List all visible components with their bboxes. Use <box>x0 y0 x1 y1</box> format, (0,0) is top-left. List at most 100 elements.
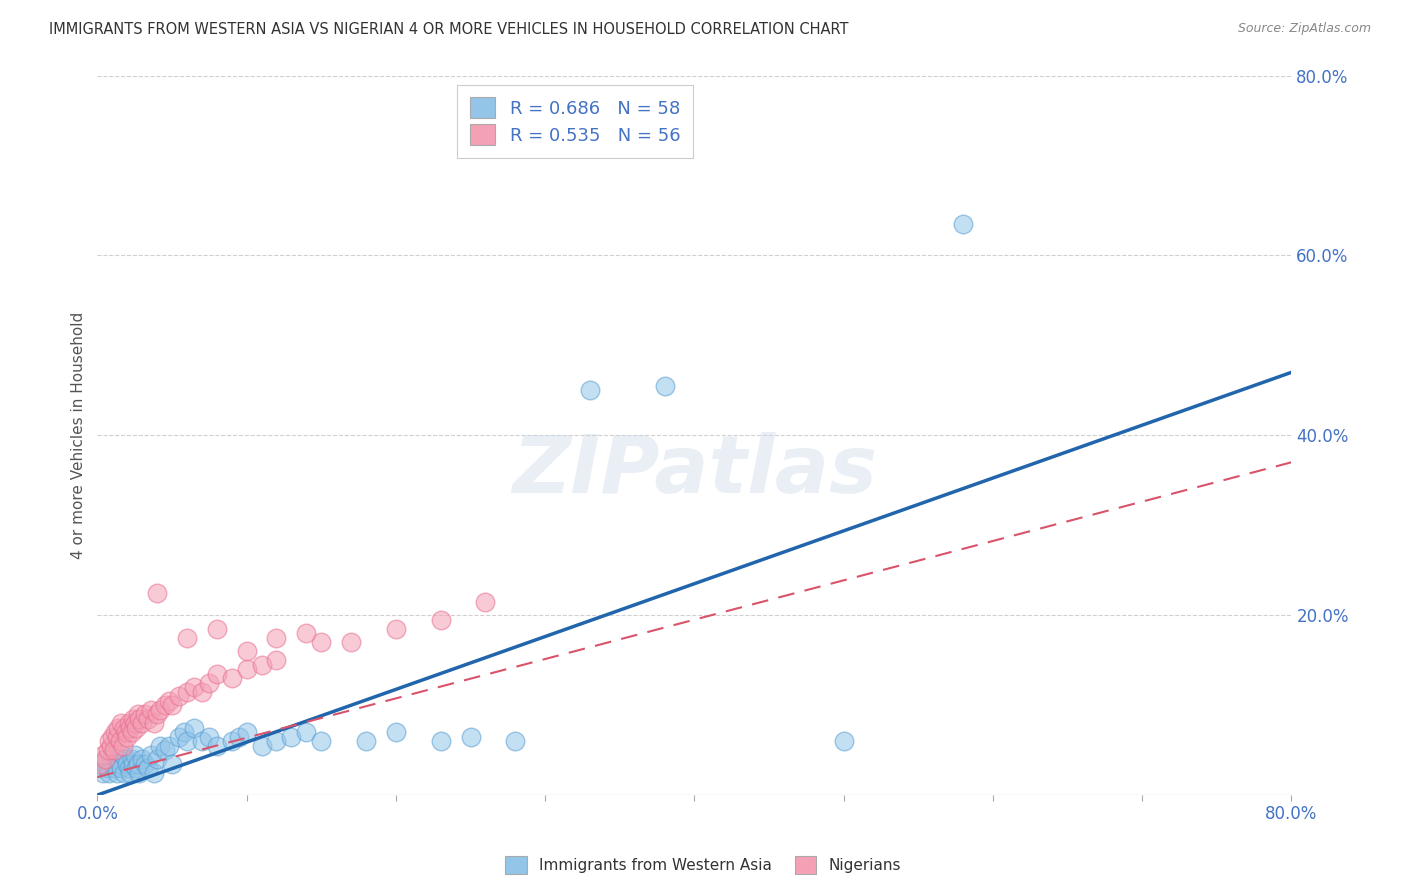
Point <box>118 716 141 731</box>
Point <box>235 644 257 658</box>
Point <box>160 698 183 712</box>
Point <box>89 761 111 775</box>
Point <box>149 703 172 717</box>
Point <box>127 756 149 771</box>
Point <box>160 756 183 771</box>
Point <box>89 756 111 771</box>
Point <box>169 730 191 744</box>
Point <box>128 712 150 726</box>
Point <box>111 747 134 762</box>
Point <box>112 765 135 780</box>
Point <box>157 739 180 753</box>
Point <box>121 725 143 739</box>
Point <box>124 747 146 762</box>
Point <box>105 730 128 744</box>
Point <box>429 734 451 748</box>
Point <box>120 721 142 735</box>
Legend: R = 0.686   N = 58, R = 0.535   N = 56: R = 0.686 N = 58, R = 0.535 N = 56 <box>457 85 693 158</box>
Point <box>385 622 408 636</box>
Point <box>139 747 162 762</box>
Point <box>221 671 243 685</box>
Point <box>136 712 159 726</box>
Point <box>354 734 377 748</box>
Point <box>98 765 121 780</box>
Point <box>266 734 288 748</box>
Point <box>176 734 198 748</box>
Point <box>124 716 146 731</box>
Point <box>131 716 153 731</box>
Point <box>198 730 221 744</box>
Point <box>183 680 205 694</box>
Point <box>97 743 120 757</box>
Point <box>110 761 132 775</box>
Point <box>108 734 131 748</box>
Point <box>146 585 169 599</box>
Point <box>107 721 129 735</box>
Point <box>295 626 318 640</box>
Point <box>146 707 169 722</box>
Point <box>266 653 288 667</box>
Text: ZIPatlas: ZIPatlas <box>512 433 877 510</box>
Point <box>198 675 221 690</box>
Point <box>205 622 228 636</box>
Point <box>105 765 128 780</box>
Point <box>460 730 482 744</box>
Point <box>250 657 273 672</box>
Legend: Immigrants from Western Asia, Nigerians: Immigrants from Western Asia, Nigerians <box>499 850 907 880</box>
Point <box>139 703 162 717</box>
Point <box>107 752 129 766</box>
Point <box>94 752 117 766</box>
Point <box>104 761 127 775</box>
Point <box>94 756 117 771</box>
Point <box>101 730 124 744</box>
Point <box>115 756 138 771</box>
Point <box>176 684 198 698</box>
Point <box>122 712 145 726</box>
Text: IMMIGRANTS FROM WESTERN ASIA VS NIGERIAN 4 OR MORE VEHICLES IN HOUSEHOLD CORRELA: IMMIGRANTS FROM WESTERN ASIA VS NIGERIAN… <box>49 22 849 37</box>
Point <box>280 730 302 744</box>
Point <box>100 739 122 753</box>
Point <box>221 734 243 748</box>
Point <box>191 684 214 698</box>
Point <box>157 693 180 707</box>
Point <box>295 725 318 739</box>
Point <box>309 734 332 748</box>
Point <box>103 747 125 762</box>
Point <box>183 721 205 735</box>
Point <box>101 756 124 771</box>
Point <box>104 725 127 739</box>
Point <box>96 752 118 766</box>
Point <box>97 761 120 775</box>
Point <box>146 752 169 766</box>
Point <box>143 765 166 780</box>
Point <box>125 721 148 735</box>
Point <box>111 739 134 753</box>
Point <box>108 756 131 771</box>
Point <box>134 707 156 722</box>
Point <box>153 743 176 757</box>
Point <box>266 631 288 645</box>
Point <box>91 747 114 762</box>
Point <box>654 379 676 393</box>
Point <box>579 384 602 398</box>
Point <box>176 631 198 645</box>
Point <box>309 635 332 649</box>
Point <box>121 752 143 766</box>
Point <box>103 743 125 757</box>
Y-axis label: 4 or more Vehicles in Household: 4 or more Vehicles in Household <box>72 311 86 559</box>
Point <box>118 761 141 775</box>
Point <box>952 217 974 231</box>
Point <box>149 739 172 753</box>
Point <box>128 765 150 780</box>
Point <box>114 752 136 766</box>
Point <box>115 730 138 744</box>
Point <box>235 725 257 739</box>
Point <box>340 635 363 649</box>
Point <box>131 752 153 766</box>
Point <box>205 666 228 681</box>
Point <box>134 756 156 771</box>
Point <box>98 734 121 748</box>
Point <box>127 707 149 722</box>
Point <box>153 698 176 712</box>
Point <box>205 739 228 753</box>
